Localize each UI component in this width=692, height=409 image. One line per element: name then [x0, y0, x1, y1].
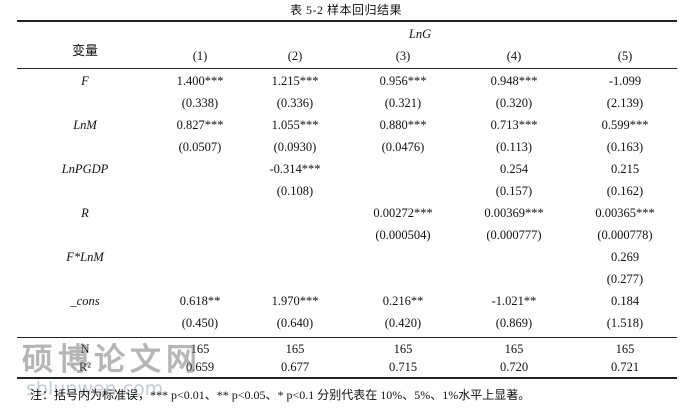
std-error-cell: (0.000777) [486, 228, 542, 242]
std-error-cell: (2.139) [606, 96, 644, 110]
coefficient-cell: 0.215 [610, 162, 640, 176]
coefficient-cell: 0.948*** [490, 74, 538, 88]
stats-rule [17, 337, 677, 338]
std-error-cell: (0.338) [181, 96, 219, 110]
variable-name: LnM [73, 118, 97, 132]
variable-name: R [81, 206, 89, 220]
std-error-cell: (0.277) [606, 272, 644, 286]
variable-name: LnPGDP [61, 162, 109, 176]
std-error-cell: (0.163) [606, 140, 644, 154]
table-caption: 表 5-2 样本回归结果 [290, 3, 402, 17]
stat-label: R² [78, 360, 92, 374]
stat-value: 0.677 [280, 360, 310, 374]
coefficient-cell: 0.00369*** [484, 206, 544, 220]
std-error-cell: (0.162) [606, 184, 644, 198]
stat-value: 0.720 [499, 360, 529, 374]
coefficient-cell: 0.254 [499, 162, 529, 176]
coefficient-cell: 0.827*** [176, 118, 224, 132]
stat-value: 165 [285, 342, 305, 356]
stat-label: N [80, 342, 90, 356]
coefficient-cell: 0.216** [382, 294, 424, 308]
column-number: (1) [192, 49, 208, 63]
std-error-cell: (0.450) [181, 316, 219, 330]
column-number: (2) [287, 49, 303, 63]
coefficient-cell: 0.599*** [601, 118, 649, 132]
variable-name: _cons [70, 294, 100, 308]
bottom-rule [17, 377, 677, 379]
coefficient-cell: 1.400*** [176, 74, 224, 88]
std-error-cell: (0.0507) [178, 140, 222, 154]
stat-value: 0.721 [610, 360, 640, 374]
stat-value: 165 [504, 342, 524, 356]
dependent-variable-header: LnG [408, 27, 432, 41]
stat-value: 165 [393, 342, 413, 356]
table-note: 注：括号内为标准误，*** p<0.01、** p<0.05、* p<0.1 分… [30, 388, 531, 402]
variable-name: F [81, 74, 89, 88]
coefficient-cell: 0.269 [610, 250, 640, 264]
coefficient-cell: 0.184 [610, 294, 640, 308]
stat-value: 165 [615, 342, 635, 356]
coefficient-cell: 1.970*** [271, 294, 319, 308]
header-rule [17, 68, 677, 69]
coefficient-cell: 0.956*** [379, 74, 427, 88]
std-error-cell: (0.113) [496, 140, 532, 154]
variable-name: F*LnM [66, 250, 104, 264]
coefficient-cell: -1.099 [608, 74, 642, 88]
std-error-cell: (0.336) [276, 96, 314, 110]
std-error-cell: (0.640) [276, 316, 314, 330]
coefficient-cell: 0.00272*** [373, 206, 433, 220]
std-error-cell: (0.157) [495, 184, 533, 198]
column-number: (3) [395, 49, 411, 63]
watermark-logo: 硕博论文网 [22, 342, 202, 378]
stat-value: 0.715 [388, 360, 418, 374]
stat-value: 165 [190, 342, 210, 356]
std-error-cell: (0.320) [495, 96, 533, 110]
std-error-cell: (0.869) [495, 316, 533, 330]
variable-header: 变量 [71, 43, 98, 58]
top-rule [17, 20, 677, 22]
coefficient-cell: 0.00365*** [595, 206, 655, 220]
std-error-cell: (0.0476) [381, 140, 425, 154]
coefficient-cell: 1.215*** [271, 74, 319, 88]
std-error-cell: (0.420) [384, 316, 422, 330]
coefficient-cell: 0.713*** [490, 118, 538, 132]
stat-value: 0.659 [185, 360, 215, 374]
std-error-cell: (0.000778) [597, 228, 653, 242]
coefficient-cell: -1.021** [491, 294, 537, 308]
coefficient-cell: 1.055*** [271, 118, 319, 132]
std-error-cell: (0.0930) [273, 140, 317, 154]
coefficient-cell: 0.880*** [379, 118, 427, 132]
column-number: (5) [617, 49, 633, 63]
std-error-cell: (0.000504) [375, 228, 431, 242]
std-error-cell: (0.108) [276, 184, 314, 198]
watermark-url: sblunwen.com [26, 378, 164, 400]
column-number: (4) [506, 49, 522, 63]
coefficient-cell: -0.314*** [269, 162, 321, 176]
coefficient-cell: 0.618** [179, 294, 221, 308]
std-error-cell: (1.518) [606, 316, 644, 330]
std-error-cell: (0.321) [384, 96, 422, 110]
